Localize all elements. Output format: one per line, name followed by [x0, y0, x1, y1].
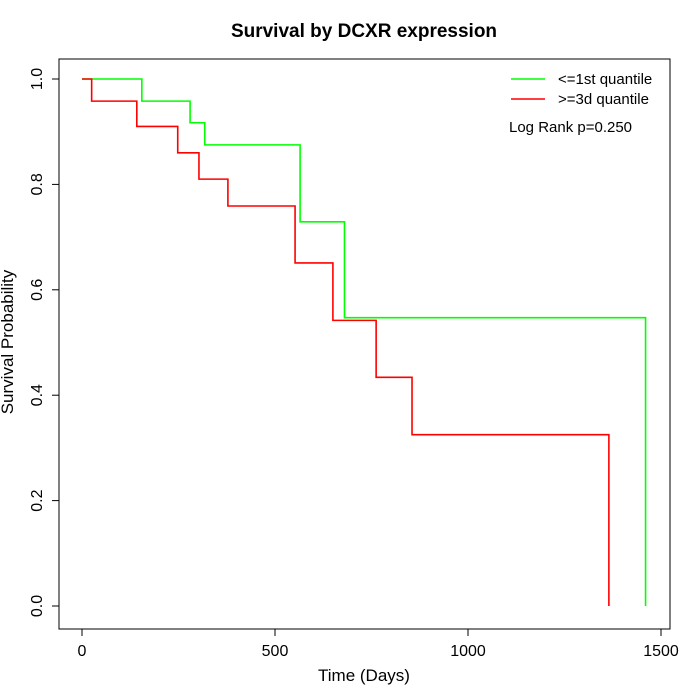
log-rank-annotation: Log Rank p=0.250	[509, 119, 632, 136]
x-tick-label: 0	[78, 643, 87, 660]
y-tick-label: 0.4	[29, 384, 46, 406]
y-tick-label: 1.0	[29, 68, 46, 90]
survival-curve-low-expression	[82, 78, 647, 606]
y-tick-label: 0.0	[29, 595, 46, 617]
survival-curve-high-expression	[82, 78, 610, 606]
x-axis: 0 500 1000 1500	[78, 628, 679, 660]
y-tick-label: 0.8	[29, 173, 46, 195]
y-axis: 0.0 0.2 0.4 0.6 0.8 1.0	[29, 68, 60, 617]
x-tick-label: 1000	[450, 643, 486, 660]
x-tick-label: 500	[262, 643, 289, 660]
chart-title: Survival by DCXR expression	[231, 21, 497, 42]
y-axis-label: Survival Probability	[0, 269, 17, 414]
series-layer	[82, 78, 647, 606]
y-tick-label: 0.2	[29, 489, 46, 511]
legend-label: <=1st quantile	[558, 71, 652, 88]
x-axis-label: Time (Days)	[318, 666, 410, 685]
x-tick-label: 1500	[643, 643, 679, 660]
y-tick-label: 0.6	[29, 279, 46, 301]
legend-label: >=3d quantile	[558, 91, 649, 108]
legend: <=1st quantile >=3d quantile	[511, 71, 652, 108]
